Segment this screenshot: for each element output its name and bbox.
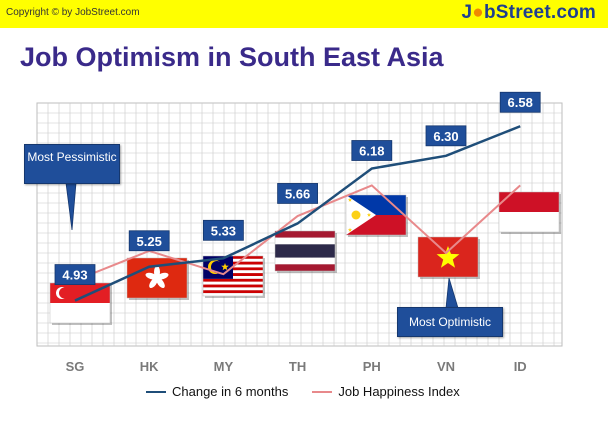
x-tick-label: TH	[289, 359, 306, 374]
legend-item-happiness: Job Happiness Index	[312, 384, 460, 399]
legend-swatch-happiness	[312, 390, 333, 393]
data-label: 5.33	[211, 223, 236, 238]
flag-malaysia-icon	[202, 255, 265, 298]
data-label-box	[425, 125, 467, 147]
flag-thailand-icon	[274, 230, 337, 273]
header-bar: Copyright © by JobStreet.com J●bStreet.c…	[0, 0, 608, 28]
flag-vietnam-icon	[417, 236, 480, 279]
x-tick-label: SG	[66, 359, 85, 374]
flag-indonesia-icon	[498, 191, 561, 234]
x-tick-label: HK	[140, 359, 159, 374]
legend-swatch-change	[146, 390, 166, 393]
data-label: 4.93	[62, 268, 87, 283]
logo-dot-icon: ●	[472, 2, 484, 23]
data-label-box	[277, 183, 319, 204]
legend-label-change: Change in 6 months	[172, 384, 289, 399]
data-label: 6.58	[508, 95, 533, 110]
data-label-box	[499, 91, 541, 113]
data-label: 5.25	[137, 234, 162, 249]
x-tick-label: PH	[363, 359, 381, 374]
data-label: 5.66	[285, 186, 310, 201]
legend: Change in 6 months Job Happiness Index	[146, 384, 460, 399]
data-label-box	[54, 264, 96, 285]
flag-philippines-icon	[345, 194, 408, 237]
series-line-change	[74, 125, 521, 302]
x-tick-label: MY	[214, 359, 234, 374]
copyright-text: Copyright © by JobStreet.com	[6, 7, 140, 18]
x-tick-label: VN	[437, 359, 455, 374]
most-pessimistic-callout: Most Pessimistic	[24, 144, 120, 184]
jobstreet-logo: J●bStreet.com	[461, 2, 596, 23]
legend-label-happiness: Job Happiness Index	[338, 384, 460, 399]
data-label: 6.18	[359, 144, 384, 159]
data-label-box	[202, 219, 244, 241]
flag-singapore-icon	[49, 282, 112, 325]
page-title: Job Optimism in South East Asia	[20, 42, 444, 72]
legend-item-change: Change in 6 months	[146, 384, 288, 399]
data-label-box	[351, 140, 393, 161]
x-tick-label: ID	[514, 359, 527, 374]
data-label: 6.30	[433, 129, 458, 144]
data-label-box	[128, 230, 170, 252]
most-optimistic-callout: Most Optimistic	[397, 307, 503, 337]
